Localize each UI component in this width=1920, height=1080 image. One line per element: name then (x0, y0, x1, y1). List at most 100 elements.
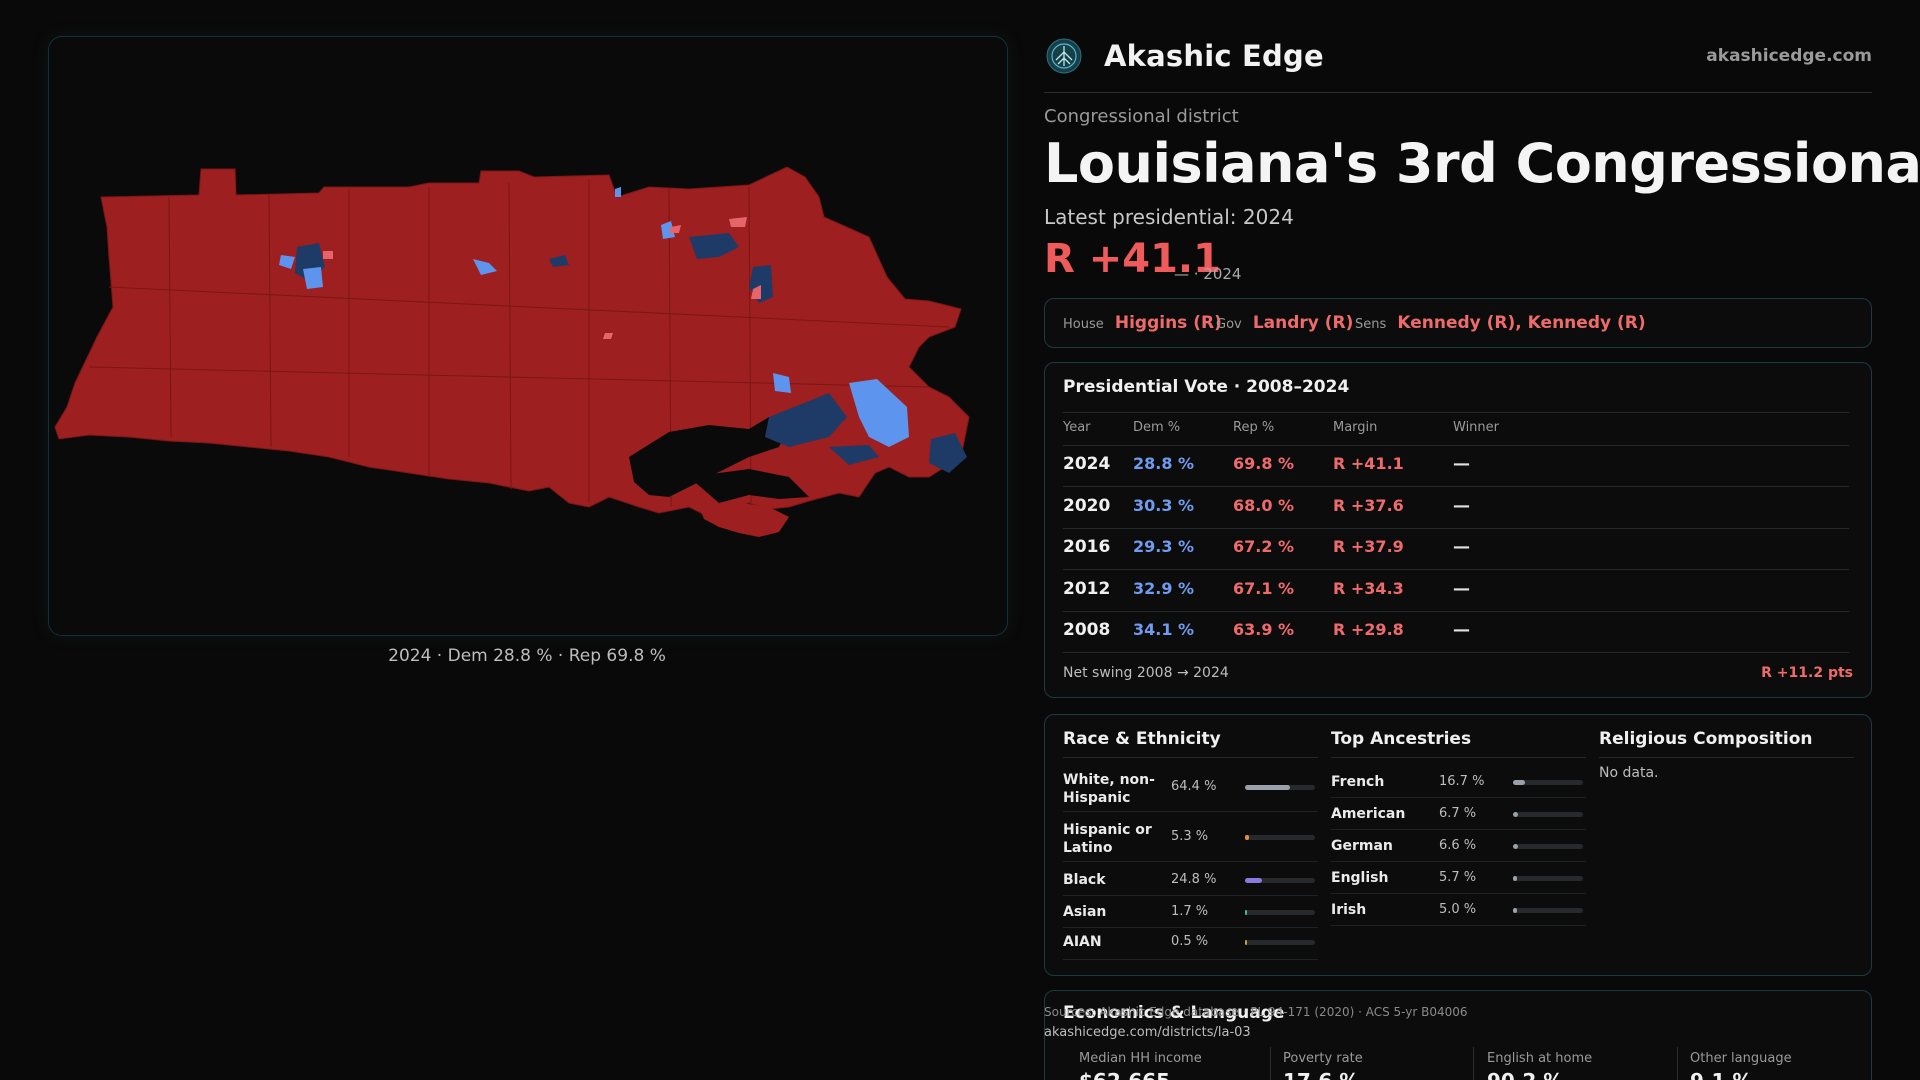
presidential-vote-card: Presidential Vote · 2008–2024 Year Dem %… (1044, 362, 1872, 698)
ancestry-name: Irish (1331, 902, 1367, 918)
row-rep: 63.9 % (1233, 620, 1295, 639)
list-item: American 6.7 % (1331, 799, 1586, 830)
row-margin: R +41.1 (1333, 454, 1404, 473)
ancestry-title: Top Ancestries (1331, 729, 1472, 749)
ancestry-bar (1513, 908, 1583, 913)
row-rep: 68.0 % (1233, 496, 1295, 515)
row-margin: R +34.3 (1333, 579, 1404, 598)
list-item: German 6.6 % (1331, 831, 1586, 862)
lake-2 (689, 469, 809, 503)
row-rep: 67.1 % (1233, 579, 1295, 598)
list-item: English 5.7 % (1331, 863, 1586, 894)
row-dem: 28.8 % (1133, 454, 1195, 473)
row-dem: 29.3 % (1133, 537, 1195, 556)
list-item: White, non-Hispanic 64.4 % (1063, 767, 1318, 812)
ancestry-bar (1513, 876, 1583, 881)
ancestry-bar (1513, 780, 1583, 785)
religion-title: Religious Composition (1599, 729, 1813, 749)
economics-title: Economics & Language (1063, 1003, 1285, 1023)
akashic-logo-icon[interactable] (1046, 38, 1082, 74)
brand-name[interactable]: Akashic Edge (1104, 39, 1324, 73)
brand-site-link[interactable]: akashicedge.com (1706, 46, 1872, 66)
econ-label: English at home (1487, 1051, 1593, 1066)
row-margin: R +37.9 (1333, 537, 1404, 556)
district-map[interactable] (49, 37, 1007, 635)
district-shape[interactable] (54, 166, 970, 518)
col-rep: Rep % (1233, 420, 1275, 435)
list-item: French 16.7 % (1331, 767, 1586, 798)
religion-empty: No data. (1599, 765, 1659, 781)
econ-label: Poverty rate (1283, 1051, 1363, 1066)
econ-value: 90.2 % (1487, 1069, 1563, 1080)
row-year: 2016 (1063, 537, 1111, 557)
row-rep: 67.2 % (1233, 537, 1295, 556)
race-name: Hispanic or Latino (1063, 822, 1152, 856)
economics-card: Economics & Language Median HH income $6… (1044, 990, 1872, 1080)
row-dem: 30.3 % (1133, 496, 1195, 515)
district-url[interactable]: akashicedge.com/districts/la-03 (1044, 1025, 1251, 1040)
race-bar (1245, 910, 1315, 915)
island (699, 501, 789, 537)
ancestry-name: English (1331, 870, 1389, 886)
gov-value[interactable]: Landry (R) (1252, 313, 1354, 333)
ancestry-name: German (1331, 838, 1393, 854)
row-year: 2024 (1063, 454, 1111, 474)
row-year: 2008 (1063, 620, 1111, 640)
list-item: Hispanic or Latino 5.3 % (1063, 817, 1318, 862)
brand-header: Akashic Edge akashicedge.com (1044, 36, 1872, 93)
ancestry-pct: 6.7 % (1439, 806, 1477, 821)
latest-margin-sub: — · 2024 (1174, 265, 1242, 283)
race-pct: 5.3 % (1171, 829, 1209, 844)
map-caption: 2024 · Dem 28.8 % · Rep 69.8 % (388, 646, 666, 666)
table-row: 2008 34.1 % 63.9 % R +29.8 — (1063, 611, 1849, 653)
coastal-inlet (49, 439, 779, 635)
econ-label: Other language (1690, 1051, 1792, 1066)
list-item: AIAN 0.5 % (1063, 929, 1318, 960)
race-name: AIAN (1063, 934, 1102, 950)
source-citation: Sources: Akashic Edge database · PL 94-1… (1044, 1005, 1468, 1019)
race-name: White, non-Hispanic (1063, 772, 1155, 806)
row-winner: — (1453, 496, 1470, 516)
race-name: Black (1063, 872, 1106, 888)
list-item: Black 24.8 % (1063, 865, 1318, 896)
row-dem: 32.9 % (1133, 579, 1195, 598)
latest-presidential-label: Latest presidential: 2024 (1044, 205, 1294, 229)
district-map-panel[interactable] (48, 36, 1008, 636)
lake (629, 417, 789, 497)
race-pct: 64.4 % (1171, 779, 1217, 794)
race-bar (1245, 940, 1315, 945)
race-pct: 1.7 % (1171, 904, 1209, 919)
race-pct: 24.8 % (1171, 872, 1217, 887)
house-rep: House Higgins (R) (1063, 313, 1222, 333)
row-dem: 34.1 % (1133, 620, 1195, 639)
district-info-column: Akashic Edge akashicedge.com Congression… (1044, 0, 1920, 1080)
row-year: 2012 (1063, 579, 1111, 599)
ancestry-bar (1513, 844, 1583, 849)
row-winner: — (1453, 579, 1470, 599)
econ-value: $62,665 (1079, 1069, 1170, 1080)
house-value[interactable]: Higgins (R) (1114, 313, 1222, 333)
ancestry-pct: 5.7 % (1439, 870, 1477, 885)
ancestry-name: French (1331, 774, 1385, 790)
dem-precincts[interactable] (279, 187, 967, 473)
race-pct: 0.5 % (1171, 934, 1209, 949)
table-row: 2016 29.3 % 67.2 % R +37.9 — (1063, 528, 1849, 570)
table-row: 2020 30.3 % 68.0 % R +37.6 — (1063, 487, 1849, 529)
ancestry-pct: 6.6 % (1439, 838, 1477, 853)
row-margin: R +29.8 (1333, 620, 1404, 639)
latest-margin: R +41.1 (1044, 236, 1221, 282)
econ-value: 17.6 % (1283, 1069, 1359, 1080)
row-margin: R +37.6 (1333, 496, 1404, 515)
district-kicker: Congressional district (1044, 106, 1239, 127)
col-winner: Winner (1453, 420, 1500, 435)
race-name: Asian (1063, 904, 1107, 920)
ancestry-pct: 16.7 % (1439, 774, 1485, 789)
net-swing-value: R +11.2 pts (1761, 665, 1853, 681)
race-bar (1245, 835, 1315, 840)
sens-value[interactable]: Kennedy (R), Kennedy (R) (1397, 313, 1646, 333)
table-row: 2024 28.8 % 69.8 % R +41.1 — (1063, 445, 1849, 487)
econ-value: 9.1 % (1690, 1069, 1752, 1080)
representatives-card: House Higgins (R) Gov Landry (R) Sens Ke… (1044, 298, 1872, 348)
rep-light-precincts[interactable] (323, 217, 761, 339)
house-label: House (1063, 317, 1104, 332)
